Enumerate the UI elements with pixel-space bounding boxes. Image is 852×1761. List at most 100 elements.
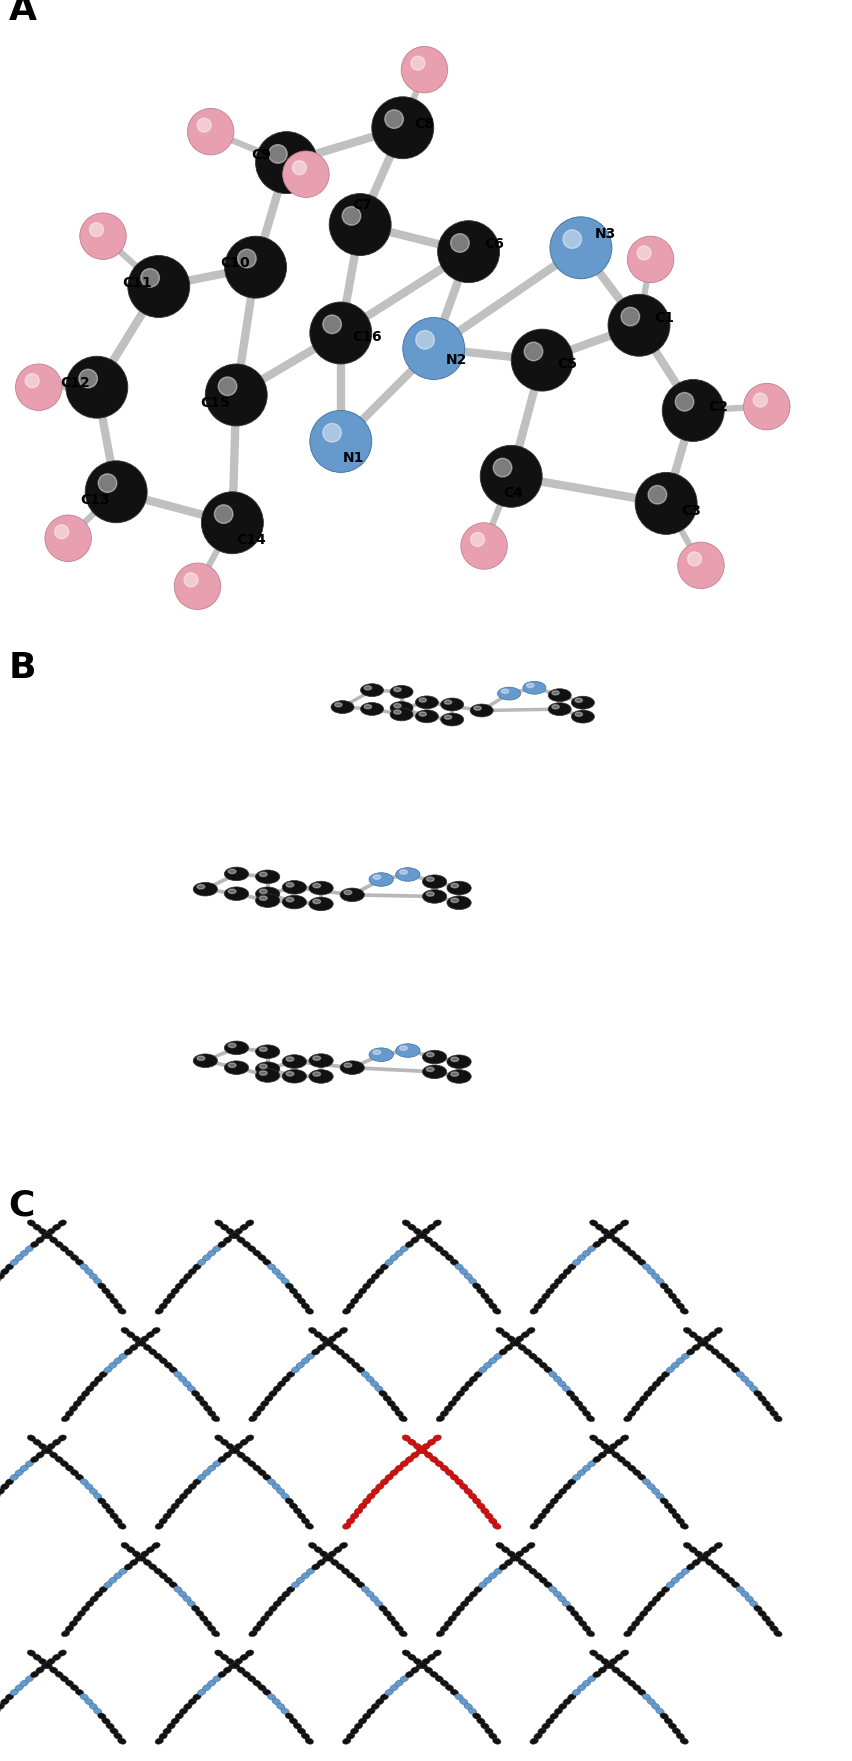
- Ellipse shape: [334, 1546, 342, 1553]
- Ellipse shape: [223, 1236, 232, 1243]
- Ellipse shape: [637, 1474, 646, 1481]
- Ellipse shape: [320, 1337, 328, 1342]
- Ellipse shape: [774, 1416, 782, 1421]
- Ellipse shape: [253, 1680, 262, 1687]
- Ellipse shape: [198, 1689, 206, 1696]
- Ellipse shape: [428, 1224, 435, 1231]
- Ellipse shape: [376, 1483, 384, 1490]
- Ellipse shape: [331, 701, 354, 713]
- Ellipse shape: [248, 1676, 256, 1682]
- Ellipse shape: [1, 1699, 9, 1705]
- Circle shape: [563, 231, 582, 248]
- Ellipse shape: [344, 891, 352, 895]
- Ellipse shape: [717, 1567, 724, 1574]
- Ellipse shape: [258, 1254, 266, 1261]
- Ellipse shape: [101, 1502, 110, 1509]
- Ellipse shape: [272, 1483, 280, 1490]
- Circle shape: [627, 236, 674, 284]
- Ellipse shape: [320, 1551, 328, 1557]
- Ellipse shape: [10, 1259, 19, 1266]
- Ellipse shape: [530, 1308, 538, 1314]
- Ellipse shape: [714, 1328, 722, 1333]
- Ellipse shape: [656, 1493, 665, 1499]
- Ellipse shape: [554, 1493, 562, 1499]
- Ellipse shape: [360, 703, 383, 715]
- Ellipse shape: [135, 1555, 143, 1562]
- Ellipse shape: [617, 1671, 625, 1678]
- Text: B: B: [9, 652, 36, 685]
- Ellipse shape: [620, 1650, 629, 1655]
- Ellipse shape: [286, 1057, 294, 1062]
- Ellipse shape: [567, 1479, 576, 1485]
- Ellipse shape: [590, 1650, 598, 1655]
- Ellipse shape: [446, 1470, 453, 1476]
- Ellipse shape: [69, 1620, 78, 1627]
- Ellipse shape: [736, 1372, 745, 1377]
- Ellipse shape: [607, 1448, 615, 1455]
- Ellipse shape: [143, 1344, 152, 1351]
- Ellipse shape: [481, 1507, 489, 1514]
- Ellipse shape: [309, 1053, 333, 1067]
- Ellipse shape: [507, 1337, 515, 1342]
- Ellipse shape: [155, 1738, 164, 1743]
- Text: N2: N2: [446, 354, 467, 366]
- Ellipse shape: [38, 1659, 47, 1664]
- Ellipse shape: [391, 1620, 400, 1627]
- Ellipse shape: [440, 1465, 449, 1472]
- Ellipse shape: [750, 1601, 758, 1606]
- Ellipse shape: [583, 1411, 590, 1416]
- Circle shape: [648, 486, 667, 504]
- Ellipse shape: [746, 1595, 753, 1603]
- Circle shape: [524, 342, 543, 361]
- Ellipse shape: [416, 1662, 424, 1669]
- Ellipse shape: [485, 1513, 493, 1520]
- Ellipse shape: [544, 1581, 552, 1588]
- Ellipse shape: [440, 1250, 449, 1256]
- Ellipse shape: [419, 1662, 428, 1669]
- Ellipse shape: [31, 1671, 39, 1678]
- Ellipse shape: [620, 1435, 629, 1440]
- Ellipse shape: [277, 1703, 285, 1710]
- Ellipse shape: [496, 1328, 504, 1333]
- Ellipse shape: [446, 1685, 453, 1691]
- Ellipse shape: [501, 689, 509, 694]
- Ellipse shape: [58, 1220, 66, 1226]
- Ellipse shape: [395, 1044, 420, 1057]
- Ellipse shape: [85, 1386, 94, 1391]
- Ellipse shape: [408, 1439, 416, 1446]
- Ellipse shape: [141, 1337, 149, 1342]
- Ellipse shape: [459, 1268, 468, 1275]
- Ellipse shape: [570, 1610, 579, 1617]
- Ellipse shape: [489, 1518, 497, 1525]
- Ellipse shape: [193, 1264, 201, 1270]
- Ellipse shape: [33, 1224, 41, 1231]
- Ellipse shape: [265, 1395, 273, 1402]
- Ellipse shape: [469, 1493, 477, 1499]
- Ellipse shape: [451, 1072, 458, 1076]
- Ellipse shape: [612, 1668, 620, 1673]
- Ellipse shape: [549, 1372, 557, 1377]
- Ellipse shape: [297, 1728, 306, 1735]
- Ellipse shape: [75, 1474, 83, 1481]
- Ellipse shape: [676, 1358, 684, 1363]
- Ellipse shape: [164, 1578, 172, 1583]
- Ellipse shape: [301, 1358, 309, 1363]
- Ellipse shape: [390, 701, 413, 715]
- Ellipse shape: [416, 710, 439, 722]
- Ellipse shape: [697, 1555, 705, 1562]
- Circle shape: [401, 46, 447, 93]
- Ellipse shape: [309, 1069, 333, 1083]
- Ellipse shape: [683, 1328, 692, 1333]
- Ellipse shape: [498, 687, 521, 701]
- Ellipse shape: [481, 1293, 489, 1300]
- Ellipse shape: [754, 1606, 763, 1611]
- Ellipse shape: [436, 1631, 445, 1636]
- Ellipse shape: [248, 1460, 256, 1467]
- Ellipse shape: [637, 1689, 646, 1696]
- Ellipse shape: [313, 1072, 320, 1076]
- Ellipse shape: [317, 1344, 325, 1351]
- Ellipse shape: [85, 1601, 94, 1606]
- Ellipse shape: [350, 1728, 359, 1735]
- Ellipse shape: [380, 1479, 389, 1485]
- Ellipse shape: [507, 1551, 515, 1557]
